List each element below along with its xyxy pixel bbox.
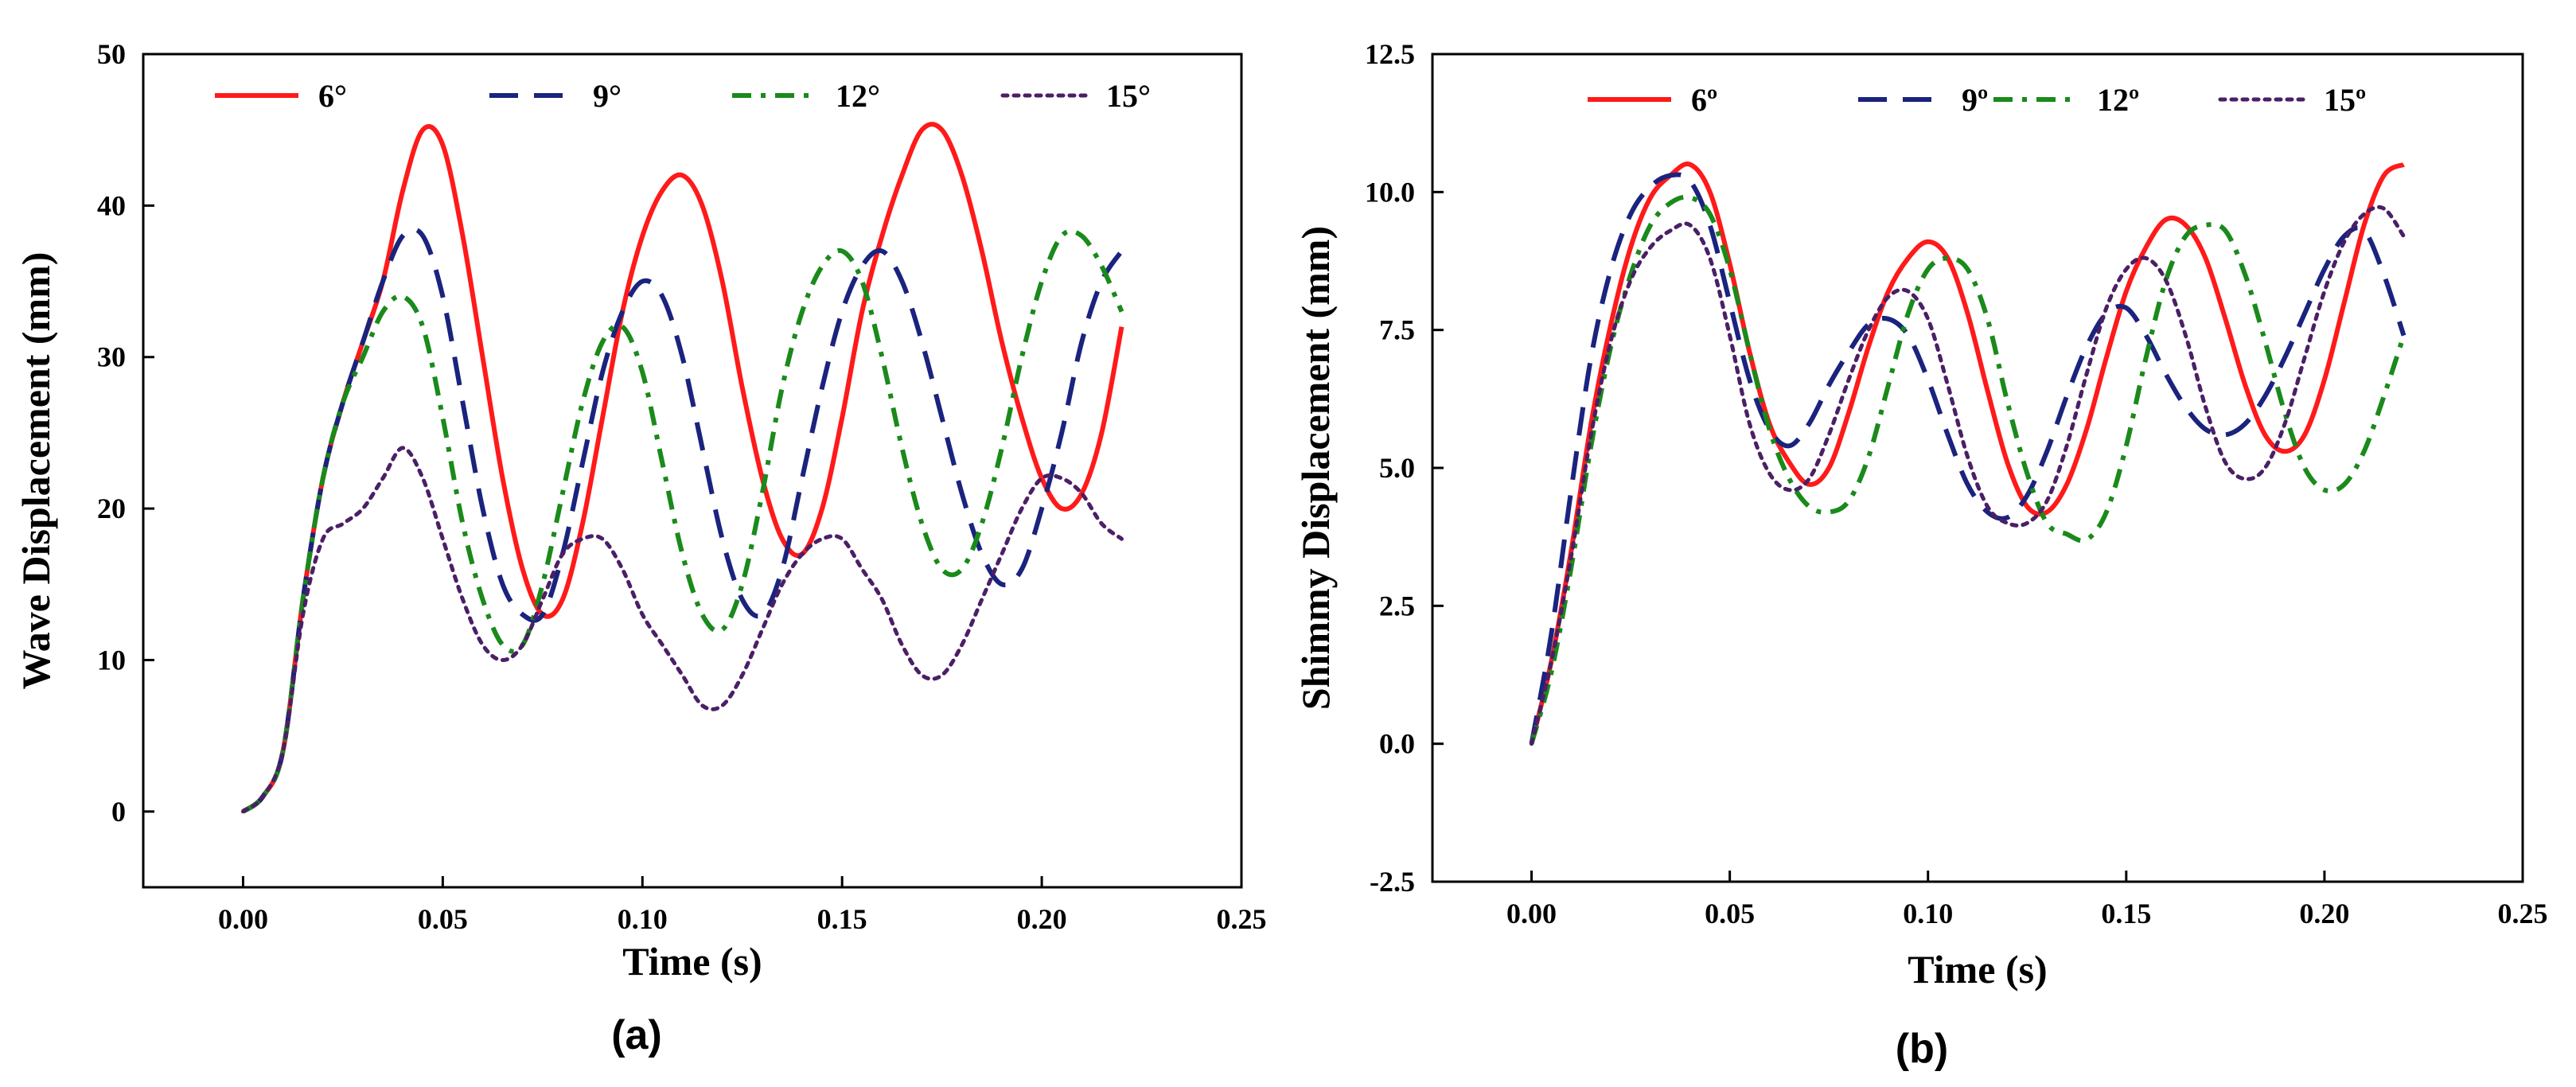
y-axis-title: Wave Displacement (mm)	[14, 252, 58, 690]
x-tick-label: 0.10	[1903, 898, 1953, 929]
x-tick-label: 0.15	[2101, 898, 2151, 929]
x-tick-label: 0.25	[1217, 903, 1267, 935]
x-tick-label: 0.05	[1705, 898, 1755, 929]
legend-label-9deg: 9º	[1962, 82, 1988, 118]
plot-frame	[142, 53, 1243, 889]
legend-label-6deg: 6º	[1691, 82, 1717, 118]
y-tick-label: 5.0	[1379, 452, 1415, 484]
series-line-15deg	[1530, 205, 2406, 746]
y-tick-label: 20	[97, 493, 126, 524]
y-tick-label: 10	[97, 644, 126, 676]
legend-label-12deg: 12°	[836, 78, 880, 114]
legend-label-9deg: 9°	[593, 78, 622, 114]
chart-panel-a: 0.00 0.05 0.10 0.15 0.20 0.25 0 10 20 30 40 50 Time …	[14, 38, 1267, 1058]
y-tick-label: 30	[97, 341, 126, 373]
series-line-6deg	[1529, 162, 2405, 745]
series-group	[1529, 162, 2406, 746]
legend-label-15deg: 15°	[1106, 78, 1151, 114]
series-line-12deg	[1529, 194, 2406, 745]
x-axis-title: Time (s)	[1908, 947, 2047, 992]
legend-label-15deg: 15º	[2324, 82, 2366, 118]
y-tick-label: 7.5	[1379, 314, 1415, 346]
y-axis-title: Shimmy Displacement (mm)	[1293, 226, 1338, 710]
y-tick-label: 40	[97, 189, 126, 221]
x-tick-label: 0.05	[418, 903, 468, 935]
legend-label-6deg: 6°	[318, 78, 347, 114]
plot-frame	[1431, 53, 2524, 883]
x-tick-label: 0.25	[2498, 898, 2548, 929]
panel-label: (a)	[611, 1012, 662, 1058]
x-tick-label: 0.00	[1506, 898, 1557, 929]
y-tick-label: -2.5	[1370, 866, 1415, 898]
x-tick-label: 0.15	[817, 903, 867, 935]
x-axis-title: Time (s)	[622, 939, 762, 984]
x-tick-label: 0.00	[218, 903, 268, 935]
x-tick-label: 0.10	[618, 903, 668, 935]
y-tick-label: 2.5	[1379, 590, 1415, 621]
y-tick-label: 10.0	[1365, 176, 1415, 208]
x-tick-label: 0.20	[2299, 898, 2349, 929]
series-line-9deg	[1529, 172, 2406, 745]
series-line-12deg	[241, 228, 1124, 814]
series-group	[241, 122, 1124, 814]
series-line-6deg	[241, 122, 1124, 814]
y-tick-label: 0.0	[1379, 728, 1415, 760]
y-tick-label: 12.5	[1365, 38, 1415, 70]
legend-label-12deg: 12º	[2097, 82, 2139, 118]
series-line-9deg	[241, 227, 1124, 814]
y-tick-label: 0	[111, 796, 126, 828]
series-line-15deg	[241, 446, 1124, 814]
x-tick-label: 0.20	[1017, 903, 1067, 935]
y-tick-label: 50	[97, 38, 126, 70]
panel-label: (b)	[1896, 1026, 1948, 1072]
chart-panel-b: 0.00 0.05 0.10 0.15 0.20 0.25 -2.5 0.0 2.5 5.0 7.5…	[1293, 38, 2548, 1072]
